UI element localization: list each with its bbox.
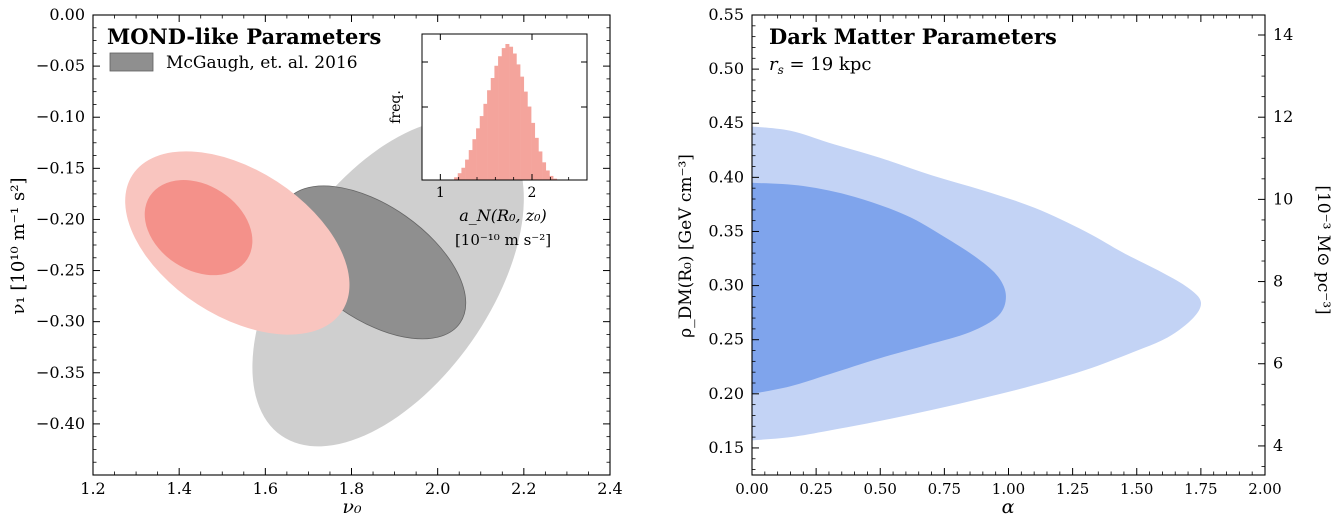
dm-right-tick-label: 6 bbox=[1273, 354, 1283, 373]
dm-right-tick-label: 14 bbox=[1273, 25, 1293, 44]
mond-x-tick-label: 1.6 bbox=[253, 479, 278, 498]
mond-y-tick-label: −0.25 bbox=[36, 261, 85, 280]
inset-bar bbox=[494, 65, 499, 180]
dm-ylabel: ρ_DM(R₀) [GeV cm⁻³] bbox=[676, 154, 696, 338]
dm-x-tick-label: 0.50 bbox=[864, 480, 897, 498]
inset-bar bbox=[542, 162, 547, 180]
dm-y-tick-label: 0.35 bbox=[708, 221, 744, 240]
mond-y-tick-label: −0.20 bbox=[36, 209, 85, 228]
inset-bar bbox=[516, 64, 521, 180]
inset-bar bbox=[505, 44, 510, 180]
dm-x-tick-label: 0.00 bbox=[735, 480, 768, 498]
dm-panel: 0.00 0.25 0.50 0.75 1.00 1.25 1.50 1.75 2.00 0.15… bbox=[676, 5, 1333, 518]
inset-xlabel-units: [10⁻¹⁰ m s⁻²] bbox=[455, 231, 551, 249]
dm-right-tick-label: 8 bbox=[1273, 272, 1283, 291]
mond-y-tick-label: −0.15 bbox=[36, 158, 85, 177]
dm-x-tick-label: 0.25 bbox=[799, 480, 832, 498]
dm-x-tick-label: 0.75 bbox=[928, 480, 961, 498]
dm-x-tick-label: 1.00 bbox=[992, 480, 1025, 498]
inset-bar bbox=[512, 53, 517, 180]
mond-x-tick-label: 1.4 bbox=[166, 479, 191, 498]
inset-bars bbox=[454, 44, 558, 180]
dm-subtitle-subscript: s bbox=[778, 63, 784, 77]
dm-inner-contour bbox=[752, 182, 1006, 394]
dm-y-tick-label: 0.25 bbox=[708, 330, 744, 349]
inset-bar bbox=[534, 137, 539, 180]
mond-y-tick-label: −0.30 bbox=[36, 312, 85, 331]
mond-contours bbox=[125, 119, 524, 447]
inset-bar bbox=[483, 103, 488, 180]
dm-subtitle-symbol: r bbox=[769, 54, 779, 75]
dm-ylabel-right: [10⁻³ M⊙ pc⁻³] bbox=[1313, 185, 1333, 314]
inset-bar bbox=[545, 170, 550, 180]
mond-x-tick-label: 1.2 bbox=[80, 479, 105, 498]
dm-title: Dark Matter Parameters bbox=[769, 24, 1057, 49]
dm-y-tick-label: 0.15 bbox=[708, 438, 744, 457]
inset-bar bbox=[490, 78, 495, 180]
inset-bar bbox=[498, 56, 503, 180]
inset-bar bbox=[476, 128, 481, 180]
mond-xlabel: ν₀ bbox=[342, 496, 362, 518]
inset-bar bbox=[538, 151, 543, 180]
mond-y-tick-label: −0.10 bbox=[36, 107, 85, 126]
mond-x-tick-label: 2.0 bbox=[425, 479, 450, 498]
inset-bar bbox=[527, 106, 532, 180]
dm-y-tick-label: 0.45 bbox=[708, 113, 744, 132]
dm-xlabel: α bbox=[1002, 496, 1015, 518]
mond-panel: 1.2 1.4 1.6 1.8 2.0 2.2 2.4 0.00 −0.05 −0.10 −0.15… bbox=[8, 5, 623, 518]
dm-ticks: 0.00 0.25 0.50 0.75 1.00 1.25 1.50 1.75 2.00 0.15… bbox=[708, 5, 1293, 498]
inset-bar bbox=[465, 159, 470, 180]
inset-bar bbox=[487, 90, 492, 180]
dm-subtitle-rest: = 19 kpc bbox=[784, 54, 872, 75]
dm-y-tick-label: 0.55 bbox=[708, 5, 744, 24]
dm-right-tick-label: 10 bbox=[1273, 189, 1293, 208]
inset-bar bbox=[468, 150, 473, 180]
dm-y-tick-label: 0.20 bbox=[708, 384, 744, 403]
dm-x-tick-label: 1.75 bbox=[1184, 480, 1217, 498]
legend-label-mcgaugh: McGaugh, et. al. 2016 bbox=[166, 53, 358, 73]
mond-ylabel: ν₁ [10¹⁰ m⁻¹ s²] bbox=[8, 178, 29, 315]
inset-bar bbox=[479, 116, 484, 180]
dm-x-tick-label: 1.50 bbox=[1120, 480, 1153, 498]
inset-bar bbox=[520, 76, 525, 180]
dm-right-tick-label: 12 bbox=[1273, 107, 1293, 126]
mond-title: MOND-like Parameters bbox=[107, 24, 381, 49]
dm-right-tick-label: 4 bbox=[1273, 436, 1283, 455]
dm-subtitle: rs = 19 kpc bbox=[769, 54, 871, 77]
mond-ticks: 1.2 1.4 1.6 1.8 2.0 2.2 2.4 0.00 −0.05 −0.10 −0.15… bbox=[36, 5, 623, 498]
dm-y-tick-label: 0.50 bbox=[708, 59, 744, 78]
inset-bar bbox=[531, 122, 536, 180]
mond-y-tick-label: −0.40 bbox=[36, 414, 85, 433]
dm-x-tick-label: 2.00 bbox=[1248, 480, 1281, 498]
mond-x-tick-label: 2.4 bbox=[597, 479, 622, 498]
dm-x-tick-label: 1.25 bbox=[1056, 480, 1089, 498]
inset-x-tick-label: 1 bbox=[436, 185, 445, 201]
red-inner-contour bbox=[144, 180, 253, 276]
mond-y-tick-label: −0.35 bbox=[36, 363, 85, 382]
inset-bar bbox=[553, 178, 558, 180]
mond-x-tick-label: 1.8 bbox=[339, 479, 364, 498]
mond-y-tick-label: 0.00 bbox=[49, 5, 85, 24]
inset-bar bbox=[523, 91, 528, 180]
dm-y-tick-label: 0.30 bbox=[708, 276, 744, 295]
mond-x-tick-label: 2.2 bbox=[511, 479, 536, 498]
mond-y-tick-label: −0.05 bbox=[36, 56, 85, 75]
legend-swatch-mcgaugh bbox=[109, 52, 154, 72]
inset-bar bbox=[509, 46, 514, 180]
inset-bar bbox=[472, 139, 477, 180]
inset-x-tick-label: 2 bbox=[528, 185, 537, 201]
inset-bar bbox=[501, 48, 506, 180]
inset-bar bbox=[549, 175, 554, 180]
inset-xlabel: a_N(R₀, z₀) bbox=[459, 206, 547, 225]
inset-ylabel: freq. bbox=[388, 90, 404, 124]
inset-bar bbox=[457, 173, 462, 180]
inset-bar bbox=[454, 177, 459, 180]
inset-bar bbox=[461, 167, 466, 180]
dm-y-tick-label: 0.40 bbox=[708, 167, 744, 186]
dm-contours bbox=[752, 126, 1202, 441]
